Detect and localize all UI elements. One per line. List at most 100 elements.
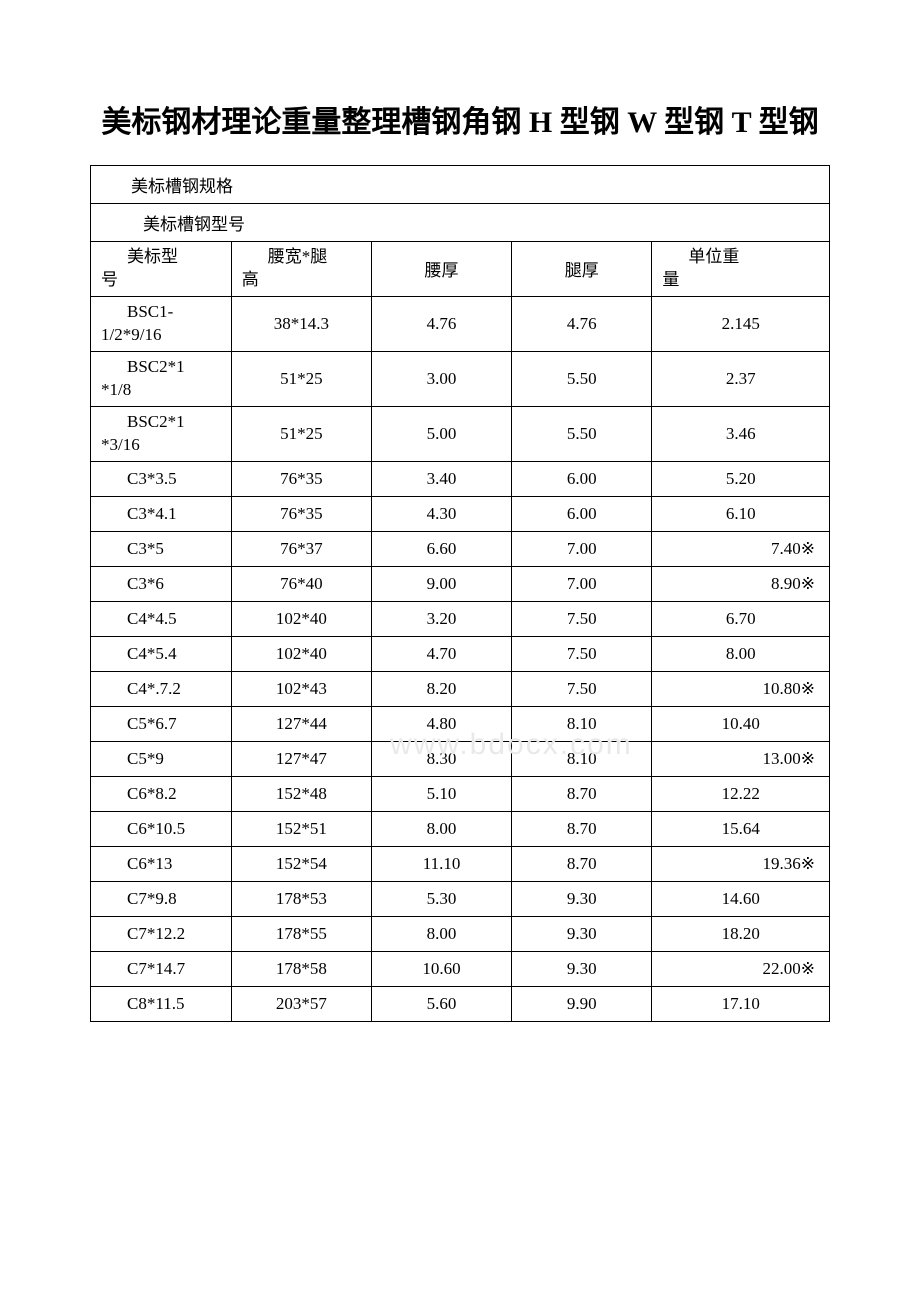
dimension-cell: 178*55 — [231, 916, 371, 951]
model-cell: BSC2*1*1/8 — [91, 351, 231, 406]
flange-thickness-cell: 8.10 — [512, 741, 652, 776]
unit-weight-cell: 3.46 — [652, 406, 829, 461]
unit-weight-cell: 22.00※ — [652, 951, 829, 986]
flange-thickness-cell: 7.00 — [512, 566, 652, 601]
model-cell: C3*4.1 — [91, 496, 231, 531]
table-row: C3*576*376.607.007.40※ — [91, 531, 829, 566]
unit-weight-cell: 10.80※ — [652, 671, 829, 706]
flange-thickness-cell: 7.50 — [512, 636, 652, 671]
flange-thickness-cell: 6.00 — [512, 461, 652, 496]
unit-weight-cell: 17.10 — [652, 986, 829, 1021]
flange-thickness-cell: 7.50 — [512, 671, 652, 706]
table-row: C7*14.7178*5810.609.3022.00※ — [91, 951, 829, 986]
model-cell: C5*6.7 — [91, 706, 231, 741]
flange-thickness-cell: 8.70 — [512, 811, 652, 846]
flange-thickness-cell: 9.30 — [512, 916, 652, 951]
table-row: C4*.7.2102*438.207.5010.80※ — [91, 671, 829, 706]
unit-weight-cell: 5.20 — [652, 461, 829, 496]
dimension-cell: 76*35 — [231, 461, 371, 496]
dimension-cell: 38*14.3 — [231, 296, 371, 351]
model-cell: C6*13 — [91, 846, 231, 881]
web-thickness-cell: 3.40 — [371, 461, 511, 496]
dimension-cell: 51*25 — [231, 351, 371, 406]
flange-thickness-cell: 5.50 — [512, 406, 652, 461]
table-row: C5*9127*478.308.1013.00※ — [91, 741, 829, 776]
unit-weight-cell: 19.36※ — [652, 846, 829, 881]
unit-weight-cell: 15.64 — [652, 811, 829, 846]
dimension-cell: 102*40 — [231, 636, 371, 671]
unit-weight-cell: 2.145 — [652, 296, 829, 351]
dimension-cell: 76*35 — [231, 496, 371, 531]
section-header: 美标槽钢规格 — [91, 166, 829, 204]
dimension-cell: 127*44 — [231, 706, 371, 741]
model-cell: BSC1-1/2*9/16 — [91, 296, 231, 351]
unit-weight-cell: 7.40※ — [652, 531, 829, 566]
dimension-cell: 178*53 — [231, 881, 371, 916]
table-row: C3*3.576*353.406.005.20 — [91, 461, 829, 496]
dimension-cell: 76*37 — [231, 531, 371, 566]
unit-weight-cell: 2.37 — [652, 351, 829, 406]
flange-thickness-cell: 4.76 — [512, 296, 652, 351]
table-row: C3*676*409.007.008.90※ — [91, 566, 829, 601]
flange-thickness-cell: 9.30 — [512, 951, 652, 986]
dimension-cell: 76*40 — [231, 566, 371, 601]
unit-weight-cell: 6.10 — [652, 496, 829, 531]
web-thickness-cell: 8.30 — [371, 741, 511, 776]
table-row: C4*4.5102*403.207.506.70 — [91, 601, 829, 636]
web-thickness-cell: 11.10 — [371, 846, 511, 881]
web-thickness-cell: 5.10 — [371, 776, 511, 811]
dimension-cell: 203*57 — [231, 986, 371, 1021]
flange-thickness-cell: 7.50 — [512, 601, 652, 636]
table-header-cell: 腰宽*腿高 — [231, 242, 371, 296]
flange-thickness-cell: 6.00 — [512, 496, 652, 531]
web-thickness-cell: 8.00 — [371, 916, 511, 951]
table-header-cell: 腿厚 — [512, 242, 652, 296]
unit-weight-cell: 13.00※ — [652, 741, 829, 776]
table-header-row: 美标型号腰宽*腿高腰厚腿厚单位重量 — [91, 242, 829, 296]
table-row: BSC2*1*1/851*253.005.502.37 — [91, 351, 829, 406]
model-cell: C5*9 — [91, 741, 231, 776]
web-thickness-cell: 10.60 — [371, 951, 511, 986]
model-cell: C3*3.5 — [91, 461, 231, 496]
unit-weight-cell: 10.40 — [652, 706, 829, 741]
web-thickness-cell: 9.00 — [371, 566, 511, 601]
web-thickness-cell: 4.76 — [371, 296, 511, 351]
dimension-cell: 152*48 — [231, 776, 371, 811]
dimension-cell: 102*40 — [231, 601, 371, 636]
table-row: C6*10.5152*518.008.7015.64 — [91, 811, 829, 846]
table-row: C7*12.2178*558.009.3018.20 — [91, 916, 829, 951]
unit-weight-cell: 6.70 — [652, 601, 829, 636]
table-row: BSC1-1/2*9/1638*14.34.764.762.145 — [91, 296, 829, 351]
web-thickness-cell: 3.00 — [371, 351, 511, 406]
table-header-cell: 单位重量 — [652, 242, 829, 296]
model-cell: C4*.7.2 — [91, 671, 231, 706]
table-header-cell: 腰厚 — [371, 242, 511, 296]
model-cell: C4*4.5 — [91, 601, 231, 636]
flange-thickness-cell: 8.70 — [512, 846, 652, 881]
table-header-cell: 美标型号 — [91, 242, 231, 296]
dimension-cell: 152*51 — [231, 811, 371, 846]
table-row: C6*8.2152*485.108.7012.22 — [91, 776, 829, 811]
spec-table-container: 美标槽钢规格 美标槽钢型号 美标型号腰宽*腿高腰厚腿厚单位重量BSC1-1/2*… — [90, 165, 830, 1022]
model-cell: C7*14.7 — [91, 951, 231, 986]
web-thickness-cell: 4.70 — [371, 636, 511, 671]
sub-header: 美标槽钢型号 — [91, 204, 829, 241]
dimension-cell: 51*25 — [231, 406, 371, 461]
table-row: C3*4.176*354.306.006.10 — [91, 496, 829, 531]
web-thickness-cell: 4.80 — [371, 706, 511, 741]
table-row: C7*9.8178*535.309.3014.60 — [91, 881, 829, 916]
flange-thickness-cell: 7.00 — [512, 531, 652, 566]
model-cell: C4*5.4 — [91, 636, 231, 671]
flange-thickness-cell: 8.70 — [512, 776, 652, 811]
flange-thickness-cell: 9.90 — [512, 986, 652, 1021]
model-cell: C3*6 — [91, 566, 231, 601]
web-thickness-cell: 6.60 — [371, 531, 511, 566]
model-cell: C7*12.2 — [91, 916, 231, 951]
table-row: C4*5.4102*404.707.508.00 — [91, 636, 829, 671]
web-thickness-cell: 5.00 — [371, 406, 511, 461]
steel-spec-table: 美标型号腰宽*腿高腰厚腿厚单位重量BSC1-1/2*9/1638*14.34.7… — [91, 242, 829, 1021]
model-cell: C6*10.5 — [91, 811, 231, 846]
dimension-cell: 178*58 — [231, 951, 371, 986]
dimension-cell: 127*47 — [231, 741, 371, 776]
model-cell: C3*5 — [91, 531, 231, 566]
